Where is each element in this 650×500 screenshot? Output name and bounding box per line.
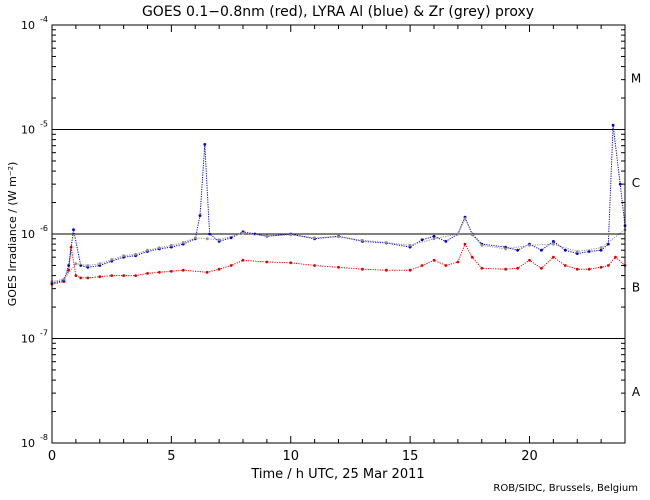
y-tick-label: 10 xyxy=(21,124,35,137)
data-point xyxy=(361,238,364,242)
flare-class-label: B xyxy=(632,280,640,294)
y-tick-label: 10 xyxy=(21,437,35,450)
y-tick-exponent: -7 xyxy=(40,329,48,338)
series-trace xyxy=(51,242,626,285)
x-tick-label: 20 xyxy=(521,449,538,464)
data-point xyxy=(337,265,340,269)
x-tick-label: 5 xyxy=(167,449,175,464)
data-point xyxy=(79,264,83,267)
data-point xyxy=(265,234,269,238)
data-point xyxy=(504,247,507,251)
flare-class-label: M xyxy=(631,71,641,85)
series-trace xyxy=(51,125,626,284)
y-tick-label: 10 xyxy=(21,228,35,241)
data-point xyxy=(361,267,364,271)
data-point xyxy=(205,237,209,241)
y-tick-exponent: -4 xyxy=(40,15,48,24)
x-tick-label: 15 xyxy=(402,449,419,464)
data-point xyxy=(528,243,531,247)
series-trace xyxy=(51,217,626,283)
data-point xyxy=(606,242,610,246)
flare-class-label: C xyxy=(632,176,640,190)
data-point xyxy=(217,238,221,242)
series-lyra-al-proxy xyxy=(50,123,627,285)
x-tick-label: 0 xyxy=(48,449,56,464)
chart-title: GOES 0.1−0.8nm (red), LYRA Al (blue) & Z… xyxy=(142,4,534,20)
y-tick-exponent: -6 xyxy=(40,224,48,233)
data-point xyxy=(241,231,245,235)
y-tick-exponent: -8 xyxy=(40,433,48,442)
y-axis-label: GOES Irradiance / (W m⁻²) xyxy=(6,162,19,307)
y-tick-label: 10 xyxy=(21,19,35,32)
data-point xyxy=(72,228,75,232)
data-point xyxy=(313,264,316,267)
data-point xyxy=(265,260,269,264)
series-goes-0-1-0-8nm xyxy=(50,242,627,286)
x-tick-label: 10 xyxy=(282,449,299,464)
data-point xyxy=(337,235,340,239)
flare-class-label: A xyxy=(632,385,641,399)
credit-text: ROB/SIDC, Brussels, Belgium xyxy=(493,483,638,494)
y-tick-label: 10 xyxy=(21,333,35,346)
data-point xyxy=(289,233,293,237)
data-point xyxy=(384,268,388,272)
data-point xyxy=(289,261,293,265)
x-axis-label: Time / h UTC, 25 Mar 2011 xyxy=(250,467,424,482)
data-point xyxy=(611,123,615,127)
data-point xyxy=(313,236,316,240)
y-tick-exponent: -5 xyxy=(40,120,48,129)
data-point xyxy=(384,241,388,244)
